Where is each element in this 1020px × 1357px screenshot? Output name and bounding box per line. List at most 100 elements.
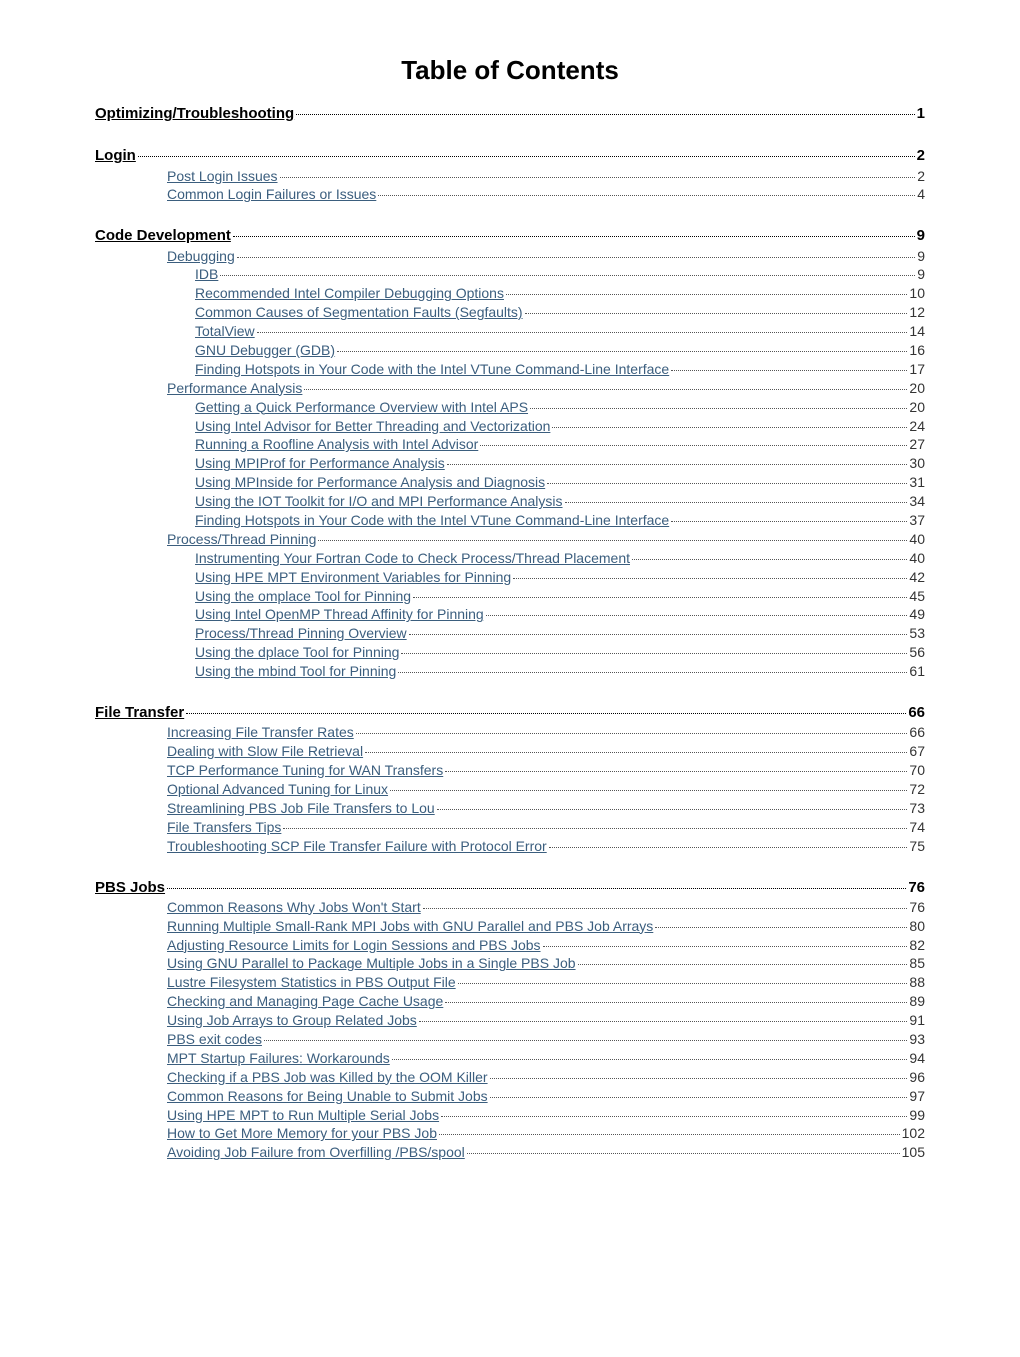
toc-entry: Streamlining PBS Job File Transfers to L…: [95, 799, 925, 818]
toc-entry-label[interactable]: PBS Jobs: [95, 878, 165, 898]
toc-entry-label[interactable]: Checking and Managing Page Cache Usage: [167, 992, 443, 1011]
toc-entry-label[interactable]: Performance Analysis: [167, 379, 302, 398]
toc-entry-label[interactable]: Debugging: [167, 247, 235, 266]
toc-entry-page: 2: [917, 146, 925, 166]
toc-entry-label[interactable]: Process/Thread Pinning Overview: [195, 624, 407, 643]
toc-entry-label[interactable]: Using Job Arrays to Group Related Jobs: [167, 1011, 417, 1030]
toc-leader: [632, 548, 907, 560]
toc-leader: [578, 953, 908, 965]
toc-entry-label[interactable]: Login: [95, 146, 136, 166]
toc-entry-label[interactable]: IDB: [195, 265, 218, 284]
toc-entry-label[interactable]: File Transfers Tips: [167, 818, 281, 837]
toc-entry-page: 94: [909, 1049, 925, 1068]
toc-entry-label[interactable]: Using MPInside for Performance Analysis …: [195, 473, 545, 492]
toc-entry-label[interactable]: Recommended Intel Compiler Debugging Opt…: [195, 284, 504, 303]
toc-entry: Optimizing/Troubleshooting 1: [95, 104, 925, 124]
toc-leader: [547, 472, 907, 484]
toc-entry-label[interactable]: Using GNU Parallel to Package Multiple J…: [167, 954, 576, 973]
toc-entry-page: 1: [917, 104, 925, 124]
toc-entry-page: 93: [909, 1030, 925, 1049]
toc-entry: Using Intel OpenMP Thread Affinity for P…: [95, 605, 925, 624]
toc-entry-page: 73: [909, 799, 925, 818]
toc-entry-label[interactable]: Optional Advanced Tuning for Linux: [167, 780, 388, 799]
toc-entry-label[interactable]: Using the dplace Tool for Pinning: [195, 643, 399, 662]
toc-entry-label[interactable]: Getting a Quick Performance Overview wit…: [195, 398, 528, 417]
toc-entry-label[interactable]: Common Login Failures or Issues: [167, 185, 376, 204]
toc-entry-label[interactable]: Code Development: [95, 226, 231, 246]
toc-entry-label[interactable]: GNU Debugger (GDB): [195, 341, 335, 360]
toc-entry-label[interactable]: Using the omplace Tool for Pinning: [195, 587, 411, 606]
toc-entry-label[interactable]: Using the mbind Tool for Pinning: [195, 662, 396, 681]
page-title: Table of Contents: [95, 55, 925, 86]
toc-leader: [296, 102, 915, 115]
toc-entry-page: 74: [909, 818, 925, 837]
toc-entry: Using the dplace Tool for Pinning 56: [95, 643, 925, 662]
toc-entry: Running Multiple Small-Rank MPI Jobs wit…: [95, 917, 925, 936]
toc-entry-label[interactable]: MPT Startup Failures: Workarounds: [167, 1049, 390, 1068]
toc-leader: [458, 972, 908, 984]
toc-entry-label[interactable]: Using Intel Advisor for Better Threading…: [195, 417, 550, 436]
toc-entry-label[interactable]: Instrumenting Your Fortran Code to Check…: [195, 549, 630, 568]
toc-entry-page: 75: [909, 837, 925, 856]
toc-entry-label[interactable]: Common Reasons for Being Unable to Submi…: [167, 1087, 488, 1106]
toc-entry: Running a Roofline Analysis with Intel A…: [95, 435, 925, 454]
toc-entry-label[interactable]: Troubleshooting SCP File Transfer Failur…: [167, 837, 547, 856]
toc-entry-label[interactable]: Using HPE MPT to Run Multiple Serial Job…: [167, 1106, 439, 1125]
toc-entry-page: 80: [909, 917, 925, 936]
toc-entry: Optional Advanced Tuning for Linux72: [95, 780, 925, 799]
toc-entry-label[interactable]: TotalView: [195, 322, 255, 341]
toc-entry-label[interactable]: Running Multiple Small-Rank MPI Jobs wit…: [167, 917, 653, 936]
toc-entry-page: 4: [917, 185, 925, 204]
toc-entry-page: 102: [902, 1124, 925, 1143]
toc-entry-page: 20: [909, 379, 925, 398]
toc-entry-label[interactable]: Common Causes of Segmentation Faults (Se…: [195, 303, 523, 322]
toc-entry-label[interactable]: Post Login Issues: [167, 167, 278, 186]
toc-entry-page: 61: [909, 662, 925, 681]
toc-entry-label[interactable]: Lustre Filesystem Statistics in PBS Outp…: [167, 973, 456, 992]
toc-entry-page: 10: [909, 284, 925, 303]
toc-leader: [671, 359, 907, 371]
toc-entry-page: 76: [908, 878, 925, 898]
toc-entry: Checking and Managing Page Cache Usage89: [95, 992, 925, 1011]
toc-leader: [186, 701, 906, 714]
toc-leader: [237, 245, 915, 257]
toc-entry-label[interactable]: Finding Hotspots in Your Code with the I…: [195, 511, 669, 530]
toc-entry: MPT Startup Failures: Workarounds 94: [95, 1049, 925, 1068]
toc-entry-page: 31: [909, 473, 925, 492]
toc-entry-label[interactable]: Checking if a PBS Job was Killed by the …: [167, 1068, 488, 1087]
toc-entry-label[interactable]: Optimizing/Troubleshooting: [95, 104, 294, 124]
toc-entry-label[interactable]: Using the IOT Toolkit for I/O and MPI Pe…: [195, 492, 563, 511]
toc-entry-page: 12: [909, 303, 925, 322]
toc-entry: Process/Thread Pinning40: [95, 530, 925, 549]
toc-entry-page: 70: [909, 761, 925, 780]
toc-entry: Avoiding Job Failure from Overfilling /P…: [95, 1143, 925, 1162]
toc-leader: [506, 283, 907, 295]
toc-entry-label[interactable]: Using HPE MPT Environment Variables for …: [195, 568, 511, 587]
toc-entry-label[interactable]: Avoiding Job Failure from Overfilling /P…: [167, 1143, 465, 1162]
toc-entry-label[interactable]: Dealing with Slow File Retrieval: [167, 742, 363, 761]
toc-entry-page: 105: [902, 1143, 925, 1162]
toc-page: Table of Contents Optimizing/Troubleshoo…: [0, 0, 1020, 1357]
toc-entry-label[interactable]: Streamlining PBS Job File Transfers to L…: [167, 799, 435, 818]
toc-entry-label[interactable]: Using Intel OpenMP Thread Affinity for P…: [195, 605, 484, 624]
toc-entry: Using HPE MPT Environment Variables for …: [95, 568, 925, 587]
toc-entry-page: 14: [909, 322, 925, 341]
toc-leader: [365, 741, 907, 753]
toc-entry-page: 67: [909, 742, 925, 761]
toc-entry-label[interactable]: TCP Performance Tuning for WAN Transfers: [167, 761, 443, 780]
toc-entry-label[interactable]: File Transfer: [95, 703, 184, 723]
toc-entry-label[interactable]: Process/Thread Pinning: [167, 530, 316, 549]
toc-entry-label[interactable]: Running a Roofline Analysis with Intel A…: [195, 435, 478, 454]
toc-leader: [480, 434, 907, 446]
toc-entry: Dealing with Slow File Retrieval 67: [95, 742, 925, 761]
toc-entry-label[interactable]: Adjusting Resource Limits for Login Sess…: [167, 936, 541, 955]
toc-entry: Lustre Filesystem Statistics in PBS Outp…: [95, 973, 925, 992]
toc-entry-label[interactable]: PBS exit codes: [167, 1030, 262, 1049]
toc-entry-label[interactable]: Increasing File Transfer Rates: [167, 723, 354, 742]
toc-entry-label[interactable]: How to Get More Memory for your PBS Job: [167, 1124, 437, 1143]
toc-entry-label[interactable]: Finding Hotspots in Your Code with the I…: [195, 360, 669, 379]
toc-entry-label[interactable]: Common Reasons Why Jobs Won't Start: [167, 898, 421, 917]
toc-entry-label[interactable]: Using MPIProf for Performance Analysis: [195, 454, 445, 473]
toc-entry-page: 56: [909, 643, 925, 662]
toc-entry-page: 24: [909, 417, 925, 436]
